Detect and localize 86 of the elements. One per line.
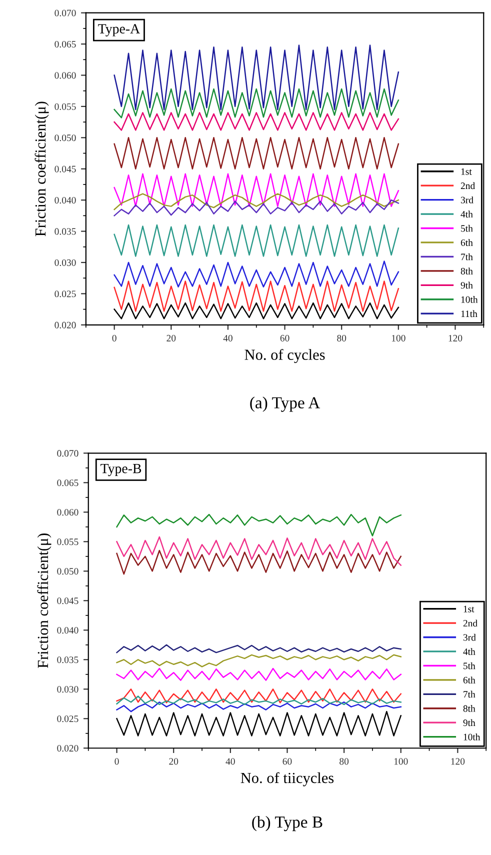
y-tick-label: 0.035 bbox=[57, 656, 78, 664]
x-tick-label: 120 bbox=[448, 334, 462, 342]
x-tick-label: 60 bbox=[280, 334, 290, 342]
line-series bbox=[114, 199, 400, 216]
line-series bbox=[116, 701, 402, 712]
legend-label: 9th bbox=[460, 282, 473, 289]
x-tick-label: 100 bbox=[394, 758, 408, 765]
legend-label: 3rd bbox=[460, 196, 474, 204]
line-series bbox=[114, 44, 400, 110]
line-series bbox=[116, 654, 402, 668]
y-tick-label: 0.020 bbox=[57, 745, 78, 752]
legend-label: 6th bbox=[460, 239, 473, 246]
line-series bbox=[114, 88, 400, 118]
legend-label: 8th bbox=[460, 268, 473, 274]
y-tick-label: 0.020 bbox=[54, 322, 76, 328]
y-tick-label: 0.065 bbox=[57, 480, 78, 486]
y-axis-title: Friction coefficient(μ) bbox=[37, 534, 52, 668]
y-tick-label: 0.050 bbox=[57, 568, 78, 575]
x-tick-label: 0 bbox=[112, 334, 116, 342]
y-tick-label: 0.045 bbox=[54, 166, 76, 172]
x-tick-label: 40 bbox=[223, 334, 232, 342]
x-axis-title: No. of cycles bbox=[244, 348, 325, 364]
x-axis-title: No. of tiicycles bbox=[240, 772, 334, 786]
y-tick-label: 0.040 bbox=[54, 196, 76, 204]
y-tick-label: 0.070 bbox=[54, 10, 76, 16]
line-series bbox=[114, 112, 400, 131]
x-tick-label: 80 bbox=[337, 334, 346, 342]
legend-label: 1st bbox=[464, 606, 474, 612]
legend-label: 7th bbox=[464, 690, 476, 698]
y-tick-label: 0.035 bbox=[54, 228, 76, 235]
y-tick-label: 0.070 bbox=[57, 450, 78, 457]
y-tick-label: 0.025 bbox=[54, 290, 76, 298]
text: (a) Type A bbox=[250, 396, 320, 412]
y-tick-label: 0.040 bbox=[57, 627, 78, 634]
y-tick-label: 0.025 bbox=[57, 716, 78, 722]
y-tick-label: 0.030 bbox=[54, 259, 76, 266]
line-series bbox=[116, 688, 402, 704]
y-tick-label: 0.065 bbox=[54, 40, 76, 48]
legend-label: 1st bbox=[461, 168, 472, 175]
y-axis-title: Friction coefficient(μ) bbox=[34, 102, 49, 236]
x-tick-label: 60 bbox=[282, 758, 292, 765]
text: Type-A bbox=[98, 24, 140, 36]
x-tick-label: 100 bbox=[392, 334, 406, 342]
y-tick-label: 0.045 bbox=[57, 598, 78, 604]
line-series bbox=[114, 193, 400, 210]
legend-label: 6th bbox=[463, 676, 476, 684]
line-series bbox=[114, 224, 400, 257]
line-series bbox=[116, 536, 402, 566]
text: (b) Type B bbox=[252, 816, 322, 832]
y-tick-label: 0.060 bbox=[57, 509, 78, 516]
x-tick-label: 40 bbox=[226, 758, 235, 765]
x-tick-label: 80 bbox=[340, 758, 349, 765]
line-series bbox=[114, 260, 400, 288]
legend-label: 4th bbox=[460, 210, 473, 218]
line-series bbox=[114, 280, 400, 312]
legend-label: 2nd bbox=[460, 182, 475, 190]
line-series bbox=[116, 696, 402, 706]
legend-label: 5th bbox=[464, 662, 476, 670]
legend-label: 9th bbox=[463, 719, 476, 726]
legend-label: 4th bbox=[463, 648, 476, 655]
legend-label: 10th bbox=[461, 296, 478, 303]
line-series bbox=[116, 644, 402, 654]
x-tick-label: 120 bbox=[451, 758, 465, 765]
y-tick-label: 0.030 bbox=[57, 686, 78, 693]
line-series bbox=[116, 668, 402, 681]
line-series bbox=[114, 137, 400, 170]
legend-label: 3rd bbox=[463, 634, 476, 641]
line-series bbox=[114, 302, 400, 320]
y-tick-label: 0.055 bbox=[57, 538, 78, 546]
y-tick-label: 0.055 bbox=[54, 103, 76, 110]
x-tick-label: 20 bbox=[166, 334, 176, 342]
x-tick-label: 20 bbox=[169, 758, 178, 765]
line-series bbox=[116, 550, 402, 575]
line-series bbox=[114, 173, 400, 207]
line-series bbox=[116, 710, 402, 736]
x-tick-label: 0 bbox=[114, 758, 119, 765]
y-tick-label: 0.060 bbox=[54, 72, 76, 79]
text: Type-B bbox=[100, 464, 142, 476]
legend-label: 2nd bbox=[463, 620, 478, 627]
legend-label: 11th bbox=[461, 310, 478, 318]
legend-label: 5th bbox=[461, 224, 473, 232]
legend-label: 8th bbox=[463, 705, 476, 712]
line-series bbox=[116, 514, 402, 536]
legend-label: 7th bbox=[461, 253, 473, 260]
legend-label: 10th bbox=[464, 733, 480, 740]
y-tick-label: 0.050 bbox=[54, 134, 76, 142]
